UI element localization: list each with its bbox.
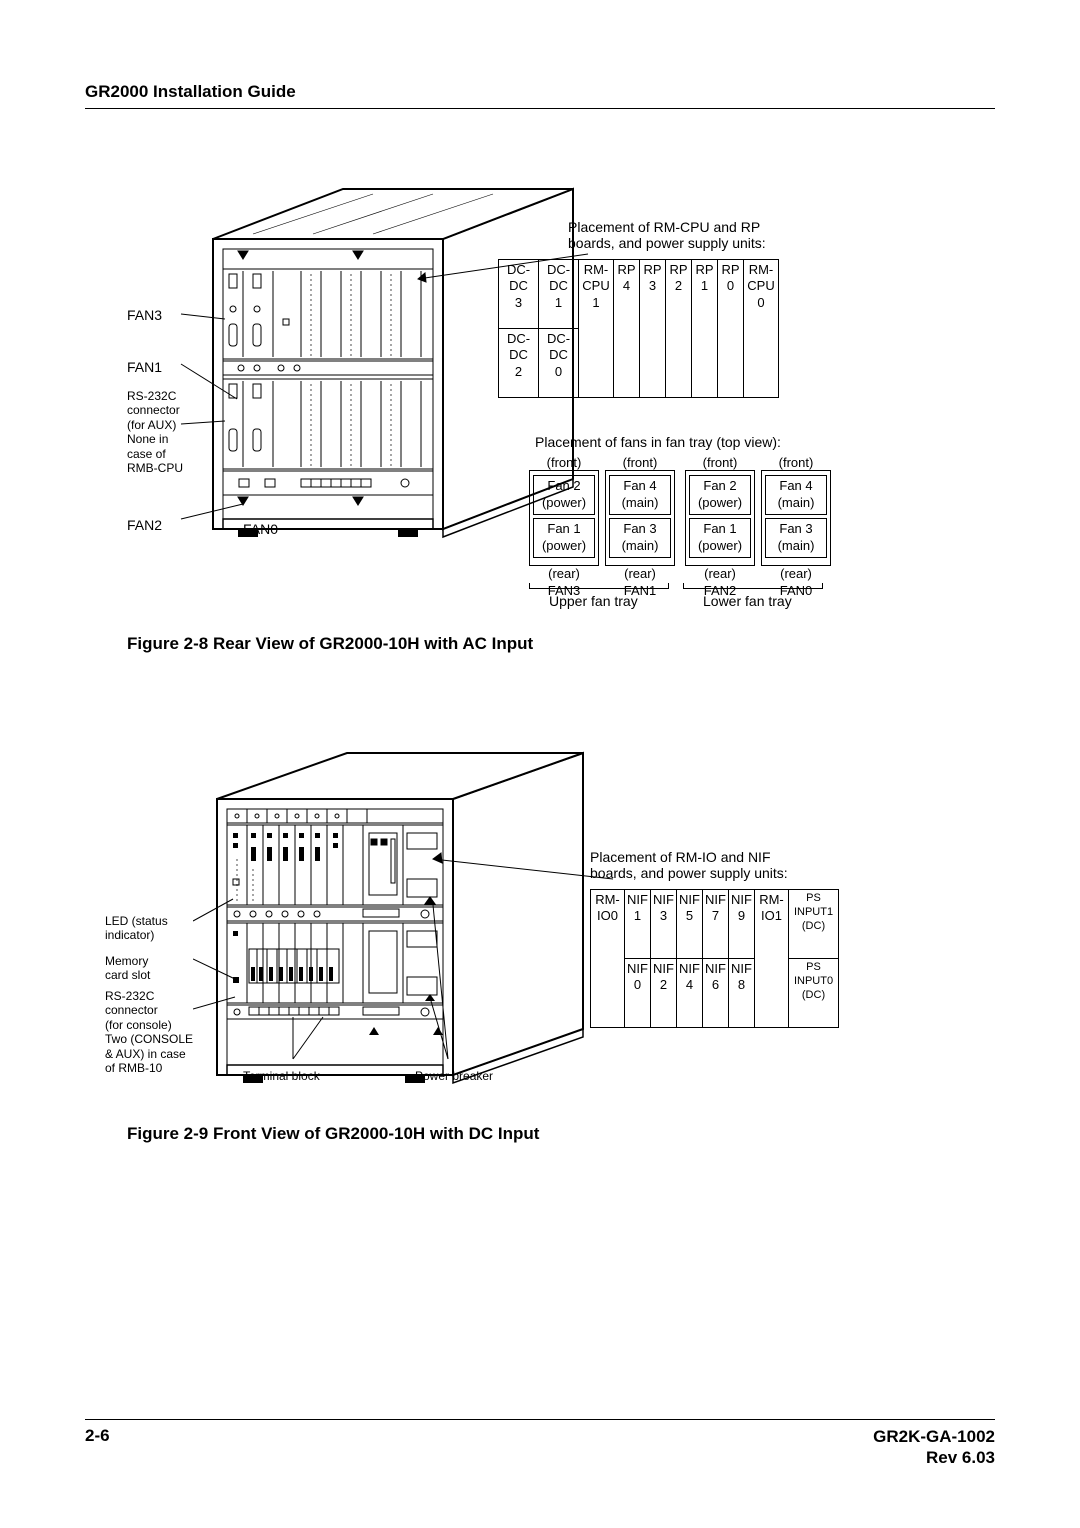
doc-rev: Rev 6.03 <box>873 1447 995 1468</box>
slot-rp3: RP3 <box>640 260 666 398</box>
rear-label: (rear) <box>529 566 599 581</box>
slot-nif5: NIF5 <box>677 890 703 959</box>
slot-rp1: RP1 <box>692 260 718 398</box>
tray-upper: Upper fan tray <box>549 593 638 609</box>
label-rs232: RS-232C connector (for AUX) None in case… <box>127 389 183 475</box>
figure-2: LED (status indicator) Memory card slot … <box>85 749 995 1189</box>
slot-table-1: DC-DC3 DC-DC1 RM-CPU1 RP4 RP3 RP2 RP1 RP… <box>498 259 779 398</box>
header-rule <box>85 108 995 109</box>
fan-box: Fan 1(power) <box>533 518 595 558</box>
fan-box: Fan 4(main) <box>609 475 671 515</box>
slot-nif4: NIF4 <box>677 959 703 1028</box>
fan-col-3: (front) Fan 4(main) Fan 3(main) (rear) F… <box>761 455 831 598</box>
label-mem: Memory card slot <box>105 954 150 983</box>
fan-outer-lower: (front) Fan 2(power) Fan 1(power) (rear)… <box>685 455 831 598</box>
fan-box: Fan 3(main) <box>765 518 827 558</box>
fan-tray-grid: (front) Fan 2(power) Fan 1(power) (rear)… <box>529 455 831 598</box>
label-fan3: FAN3 <box>127 307 162 324</box>
slot-rmcpu1: RM-CPU1 <box>579 260 614 398</box>
bracket-upper <box>529 583 669 589</box>
slot-dcdc0: DC-DC0 <box>539 329 579 398</box>
fig1-caption: Figure 2-8 Rear View of GR2000-10H with … <box>127 634 533 654</box>
slot-ps1: PSINPUT1(DC) <box>789 890 839 959</box>
slot-rp0: RP0 <box>718 260 744 398</box>
fan-box: Fan 4(main) <box>765 475 827 515</box>
fan-col-0: (front) Fan 2(power) Fan 1(power) (rear)… <box>529 455 599 598</box>
slot-rmio1: RM-IO1 <box>755 890 789 1028</box>
fan-box: Fan 3(main) <box>609 518 671 558</box>
label-fan2: FAN2 <box>127 517 162 534</box>
slot-rp4: RP4 <box>614 260 640 398</box>
fan-box: Fan 2(power) <box>533 475 595 515</box>
slot-rmio0: RM-IO0 <box>591 890 625 1028</box>
label-rs232c: RS-232C connector (for console) Two (CON… <box>105 989 193 1075</box>
slot-nif1: NIF1 <box>625 890 651 959</box>
label-breaker: Power breaker <box>415 1069 493 1083</box>
placement-caption-2: Placement of RM-IO and NIF boards, and p… <box>590 849 788 881</box>
fan-outer-upper: (front) Fan 2(power) Fan 1(power) (rear)… <box>529 455 675 598</box>
placement2-caption: Placement of fans in fan tray (top view)… <box>535 434 781 450</box>
slot-rmcpu0: RM-CPU0 <box>744 260 779 398</box>
footer-rule <box>85 1419 995 1420</box>
header-title: GR2000 Installation Guide <box>85 82 995 102</box>
slot-nif6: NIF6 <box>703 959 729 1028</box>
footer: 2-6 GR2K-GA-1002 Rev 6.03 <box>85 1419 995 1469</box>
label-fan0: FAN0 <box>243 521 278 538</box>
label-led: LED (status indicator) <box>105 914 168 943</box>
slot-ps0: PSINPUT0(DC) <box>789 959 839 1028</box>
tray-lower: Lower fan tray <box>703 593 792 609</box>
slot-nif3: NIF3 <box>651 890 677 959</box>
slot-nif9: NIF9 <box>729 890 755 959</box>
slot-dcdc2: DC-DC2 <box>499 329 539 398</box>
slot-nif0: NIF0 <box>625 959 651 1028</box>
front-label: (front) <box>529 455 599 470</box>
slot-table-2: RM-IO0 NIF1 NIF3 NIF5 NIF7 NIF9 RM-IO1 P… <box>590 889 839 1028</box>
doc-number: GR2K-GA-1002 <box>873 1426 995 1447</box>
fig2-caption: Figure 2-9 Front View of GR2000-10H with… <box>127 1124 539 1144</box>
fan-col-1: (front) Fan 4(main) Fan 3(main) (rear) F… <box>605 455 675 598</box>
slot-rp2: RP2 <box>666 260 692 398</box>
placement1-caption: Placement of RM-CPU and RP boards, and p… <box>568 219 766 251</box>
label-fan1: FAN1 <box>127 359 162 376</box>
page-number: 2-6 <box>85 1426 110 1469</box>
fan-box: Fan 1(power) <box>689 518 751 558</box>
fan-col-2: (front) Fan 2(power) Fan 1(power) (rear)… <box>685 455 755 598</box>
slot-nif2: NIF2 <box>651 959 677 1028</box>
slot-dcdc1: DC-DC1 <box>539 260 579 329</box>
figure-1: FAN3 FAN1 RS-232C connector (for AUX) No… <box>85 159 995 689</box>
label-terminal: Terminal block <box>243 1069 320 1083</box>
slot-nif7: NIF7 <box>703 890 729 959</box>
bracket-lower <box>683 583 823 589</box>
slot-dcdc3: DC-DC3 <box>499 260 539 329</box>
fan-box: Fan 2(power) <box>689 475 751 515</box>
slot-nif8: NIF8 <box>729 959 755 1028</box>
